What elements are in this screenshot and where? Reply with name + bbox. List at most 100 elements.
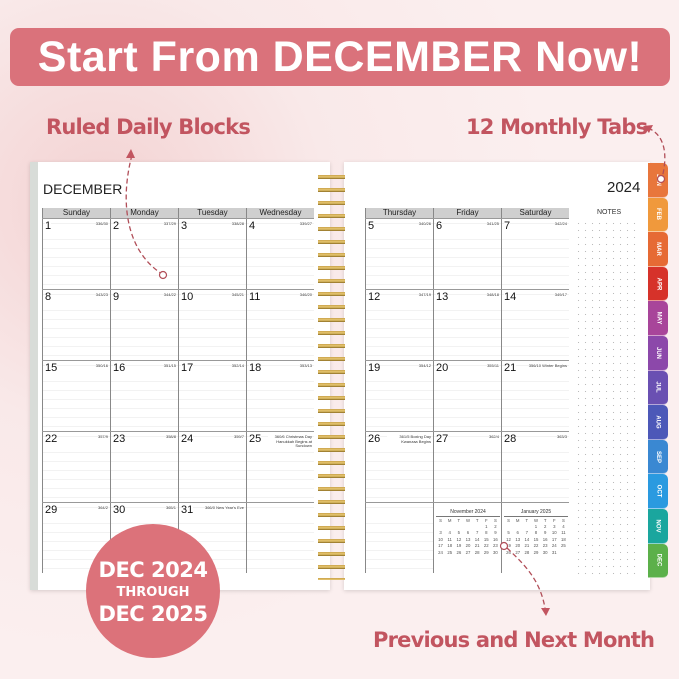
day-cell[interactable]: 16 351/15 xyxy=(110,361,178,431)
day-number: 20 xyxy=(436,362,449,374)
day-cell[interactable]: 1 336/30 xyxy=(42,219,110,289)
day-cell[interactable]: 7 342/24 xyxy=(501,219,569,289)
week-row: 8 343/23 9 344/22 10 345/21 11 346/20 xyxy=(42,289,314,360)
tab-mar[interactable]: MAR xyxy=(648,232,668,267)
spiral-binding xyxy=(318,170,345,580)
mini-day: 13 xyxy=(465,536,471,542)
day-cell[interactable]: 29 364/2 xyxy=(42,503,110,573)
day-cell[interactable]: 9 344/22 xyxy=(110,290,178,360)
day-number: 12 xyxy=(368,291,381,303)
day-cell[interactable]: November 2024 S M T W T F S 1 2 3 4 5 6 7 8 9 10 11 12 13 14 1… xyxy=(433,503,501,573)
day-cell[interactable]: 20 355/11 xyxy=(433,361,501,431)
day-number: 6 xyxy=(436,220,443,232)
mini-day: 11 xyxy=(561,530,566,536)
day-cell[interactable]: 24 359/7 xyxy=(178,432,246,502)
tab-feb[interactable]: FEB xyxy=(648,197,668,233)
day-cell[interactable]: 19 354/12 xyxy=(365,361,433,431)
day-cell[interactable]: 17 352/14 xyxy=(178,361,246,431)
mini-weekday: S xyxy=(493,517,497,523)
day-cell[interactable]: 12 347/19 xyxy=(365,290,433,360)
tab-dec[interactable]: DEC xyxy=(648,543,668,579)
day-of-year: 362/4 xyxy=(488,434,499,440)
callout-previous-next-month: Previous and Next Month xyxy=(373,628,655,652)
day-cell[interactable]: 25 360/6 Christmas Day Hanukkah Begins at… xyxy=(246,432,314,502)
day-number: 29 xyxy=(45,504,58,516)
arrow-end-circle xyxy=(656,174,666,184)
mini-day: 28 xyxy=(474,549,480,555)
tab-aug[interactable]: AUG xyxy=(648,405,668,440)
arrow-head-icon xyxy=(126,149,135,158)
day-of-year: 340/26 xyxy=(418,221,431,227)
day-cell[interactable]: 4 339/27 xyxy=(246,219,314,289)
day-cell[interactable]: 18 353/13 xyxy=(246,361,314,431)
tab-oct[interactable]: OCT xyxy=(648,474,668,509)
mini-day: 20 xyxy=(465,543,471,549)
day-cell[interactable]: 2 337/29 xyxy=(110,219,178,289)
mini-day: 30 xyxy=(493,549,498,555)
mini-weekday: T xyxy=(475,517,479,523)
mini-day: 19 xyxy=(456,543,462,549)
day-cell[interactable]: 15 350/16 xyxy=(42,361,110,431)
tab-jun[interactable]: JUN xyxy=(648,335,668,371)
mini-day: 5 xyxy=(457,530,461,536)
day-number: 27 xyxy=(436,433,449,445)
day-cell[interactable]: 3 338/28 xyxy=(178,219,246,289)
day-cell[interactable]: 6 341/25 xyxy=(433,219,501,289)
day-cell[interactable]: January 2025 S M T W T F S 1 2 3 4 5 6 7 8 9 10 11 12 13 14 15… xyxy=(501,503,569,573)
day-cell[interactable]: 28 363/3 xyxy=(501,432,569,502)
day-cell[interactable]: 26 361/5 Boxing Day Kwanzaa Begins xyxy=(365,432,433,502)
next-month-calendar: January 2025 S M T W T F S 1 2 3 4 5 6 7 8 9 10 11 12 13 14 15… xyxy=(504,509,568,556)
week-row: November 2024 S M T W T F S 1 2 3 4 5 6 7 8 9 10 11 12 13 14 1… xyxy=(365,502,569,573)
day-cell[interactable]: 10 345/21 xyxy=(178,290,246,360)
notes-label: NOTES xyxy=(597,209,622,216)
day-cell[interactable]: 11 346/20 xyxy=(246,290,314,360)
mini-calendar-title: January 2025 xyxy=(520,509,552,515)
day-of-year: 347/19 xyxy=(418,292,431,298)
day-cell[interactable]: 5 340/26 xyxy=(365,219,433,289)
badge-line-2: THROUGH xyxy=(116,585,190,600)
day-of-year: 364/2 xyxy=(97,505,108,511)
mini-day: 14 xyxy=(524,536,530,542)
day-cell[interactable]: 14 349/17 xyxy=(501,290,569,360)
day-cell[interactable]: 13 348/18 xyxy=(433,290,501,360)
day-cell[interactable]: 27 362/4 xyxy=(433,432,501,502)
day-of-year: 366/0 New Year's Eve xyxy=(204,505,244,511)
day-number: 28 xyxy=(504,433,517,445)
day-cell[interactable]: 8 343/23 xyxy=(42,290,110,360)
day-cell[interactable]: 22 357/9 xyxy=(42,432,110,502)
day-of-year: 349/17 xyxy=(554,292,567,298)
mini-day: 16 xyxy=(542,536,548,542)
tab-apr[interactable]: APR xyxy=(648,266,668,302)
day-cell[interactable] xyxy=(246,503,314,573)
arrow-head-icon xyxy=(643,125,653,133)
weekday-label: Monday xyxy=(110,208,178,218)
tab-nov[interactable]: NOV xyxy=(648,508,668,544)
day-of-year: 356/10 Winter Begins xyxy=(528,363,567,369)
mini-day: 17 xyxy=(438,543,443,549)
day-of-year: 360/6 Christmas Day Hanukkah Begins at S… xyxy=(268,434,312,449)
previous-month-calendar: November 2024 S M T W T F S 1 2 3 4 5 6 7 8 9 10 11 12 13 14 1… xyxy=(436,509,500,556)
mini-day: 19 xyxy=(506,543,511,549)
mini-day: 2 xyxy=(543,523,547,529)
mini-day: 1 xyxy=(534,523,538,529)
day-cell[interactable]: 23 358/8 xyxy=(110,432,178,502)
mini-day: 10 xyxy=(551,530,557,536)
tab-sep[interactable]: SEP xyxy=(648,439,668,475)
day-of-year: 337/29 xyxy=(163,221,176,227)
mini-weekday: W xyxy=(465,517,471,523)
arrow-end-circle xyxy=(499,541,509,551)
day-cell[interactable] xyxy=(365,503,433,573)
day-of-year: 355/11 xyxy=(487,363,499,369)
tab-jul[interactable]: JUL xyxy=(648,370,668,406)
mini-weekday: T xyxy=(525,517,529,523)
day-cell[interactable]: 21 356/10 Winter Begins xyxy=(501,361,569,431)
day-of-year: 341/25 xyxy=(486,221,499,227)
notes-dot-grid[interactable] xyxy=(575,220,641,575)
mini-day: 8 xyxy=(485,530,488,536)
weekday-header: Sunday Monday Tuesday Wednesday xyxy=(42,208,314,218)
tab-may[interactable]: MAY xyxy=(648,301,668,336)
day-of-year: 336/30 xyxy=(95,221,108,227)
weekday-label: Wednesday xyxy=(246,208,314,218)
day-of-year: 351/15 xyxy=(163,363,176,369)
